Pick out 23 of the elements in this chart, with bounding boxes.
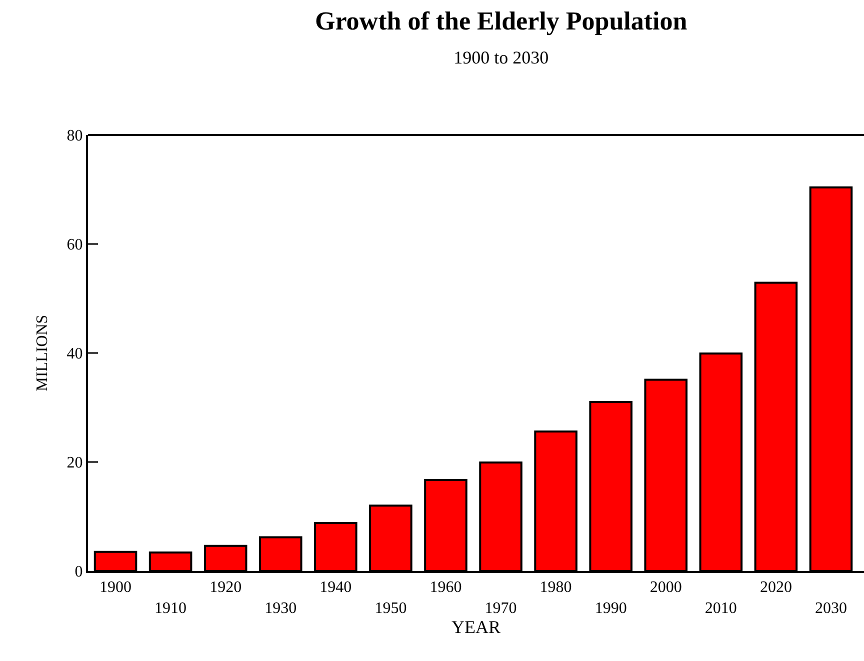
x-axis-title: YEAR [452, 617, 500, 637]
y-tick-label: 40 [66, 346, 83, 363]
x-tick-label: 1930 [264, 600, 297, 617]
chart-title: Growth of the Elderly Population [315, 6, 688, 36]
x-tick-label: 1940 [320, 579, 352, 596]
x-tick-label: 2000 [650, 579, 682, 596]
y-tick-label: 80 [66, 128, 83, 145]
y-tick-label: 0 [74, 564, 83, 581]
x-tick-label: 1950 [374, 600, 407, 617]
x-tick-label: 1910 [154, 600, 187, 617]
y-tick-label: 20 [66, 454, 83, 472]
x-tick-label: 1990 [594, 600, 627, 617]
y-axis-title: MILLIONS [34, 314, 52, 392]
x-tick-label: 2010 [704, 600, 737, 617]
y-tick-label: 60 [66, 236, 83, 254]
x-tick-label: 1920 [210, 579, 242, 596]
chart-subtitle: 1900 to 2030 [454, 48, 549, 68]
x-tick-label: 2030 [814, 600, 847, 617]
x-tick-label: 2020 [760, 579, 792, 596]
x-tick-label: 1900 [100, 579, 132, 596]
x-tick-label: 1980 [540, 579, 572, 596]
x-tick-label: 1970 [484, 600, 517, 617]
x-tick-label: 1960 [430, 579, 462, 596]
